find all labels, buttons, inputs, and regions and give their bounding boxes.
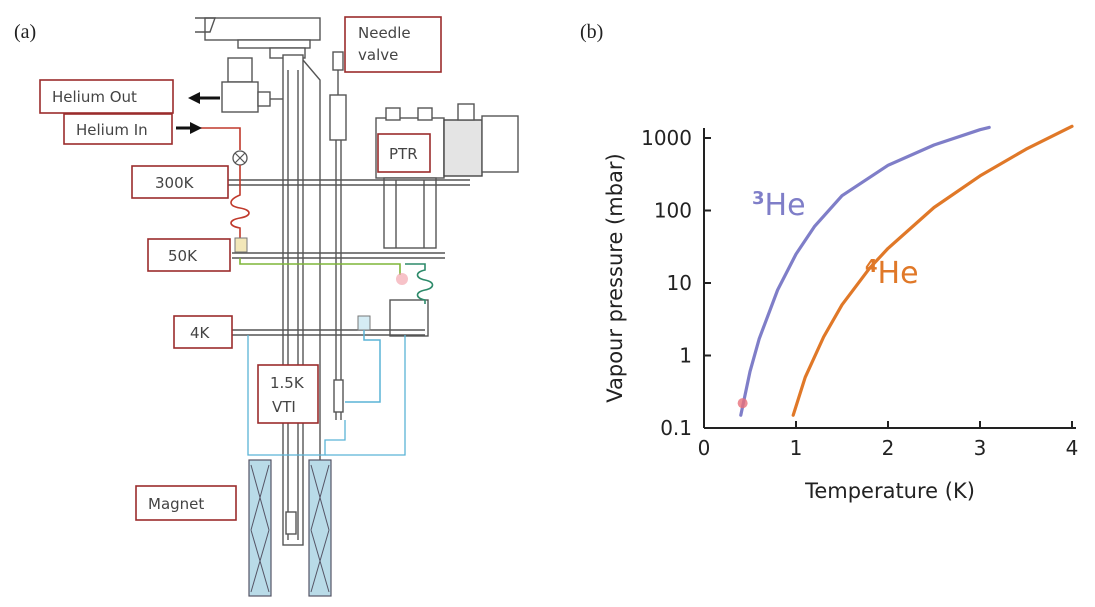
y-tick-label: 100 xyxy=(654,199,692,223)
series-label-he3: 3He xyxy=(752,188,806,223)
helium-out-arrow-icon xyxy=(188,92,200,104)
vapour-pressure-chart: 0 1 2 3 4 0.1 1 10 100 1000 3He 4He Temperature (… xyxy=(603,124,1079,503)
svg-text:4K: 4K xyxy=(190,324,211,342)
series-group: 3He 4He xyxy=(737,124,1074,417)
svg-text:Needle: Needle xyxy=(358,24,411,42)
panel-b-letter: (b) xyxy=(580,21,603,43)
panel-b: (b) 0 1 2 3 4 0.1 1 10 100 1000 3He 4He Temperatu… xyxy=(580,21,1078,503)
svg-text:VTI: VTI xyxy=(272,398,296,416)
panel-a-letter: (a) xyxy=(14,21,36,43)
stage-plates xyxy=(190,179,470,336)
series-line-he3 xyxy=(739,125,991,417)
series-line-he4 xyxy=(791,124,1074,417)
highlight-marker xyxy=(737,398,748,409)
svg-text:Helium Out: Helium Out xyxy=(52,88,137,106)
needle-valve-rod xyxy=(329,51,347,420)
cooling-lines xyxy=(239,258,434,456)
label-helium-out: Helium Out xyxy=(39,79,174,114)
y-tick-label: 1 xyxy=(679,344,692,368)
helium-valve-assembly xyxy=(221,57,284,113)
label-ptr: PTR xyxy=(377,133,431,173)
helium-arrows xyxy=(176,92,220,134)
y-tick-label: 0.1 xyxy=(660,416,692,440)
label-50k: 50K xyxy=(147,238,231,272)
x-tick-label: 4 xyxy=(1066,436,1079,460)
x-tick-label: 0 xyxy=(698,436,711,460)
series-label-he4: 4He xyxy=(865,256,919,291)
y-tick-label: 10 xyxy=(667,271,692,295)
svg-text:PTR: PTR xyxy=(389,145,418,163)
magnet-coils xyxy=(248,459,332,597)
svg-text:1.5K: 1.5K xyxy=(270,374,305,392)
panel-a: (a) xyxy=(14,16,519,597)
x-axis-title: Temperature (K) xyxy=(804,479,975,503)
helium-in-line xyxy=(200,127,250,253)
label-300k: 300K xyxy=(131,165,229,199)
svg-text:50K: 50K xyxy=(168,247,198,265)
svg-text:valve: valve xyxy=(358,46,398,64)
svg-text:Magnet: Magnet xyxy=(148,495,204,513)
x-tick-label: 2 xyxy=(882,436,895,460)
label-vti: 1.5K VTI xyxy=(257,364,319,424)
x-tick-label: 1 xyxy=(790,436,803,460)
y-tick-label: 1000 xyxy=(641,126,692,150)
helium-in-arrow-icon xyxy=(190,122,202,134)
y-axis-title: Vapour pressure (mbar) xyxy=(603,153,627,402)
y-ticks: 0.1 1 10 100 1000 xyxy=(641,126,711,440)
label-magnet: Magnet xyxy=(135,485,237,521)
svg-text:Helium In: Helium In xyxy=(76,121,148,139)
x-tick-label: 3 xyxy=(974,436,987,460)
x-ticks: 0 1 2 3 4 xyxy=(698,421,1079,460)
label-needle-valve: Needle valve xyxy=(344,16,442,73)
label-4k: 4K xyxy=(173,315,233,349)
top-flange xyxy=(195,17,321,59)
svg-text:300K: 300K xyxy=(155,174,195,192)
label-helium-in: Helium In xyxy=(63,113,173,145)
